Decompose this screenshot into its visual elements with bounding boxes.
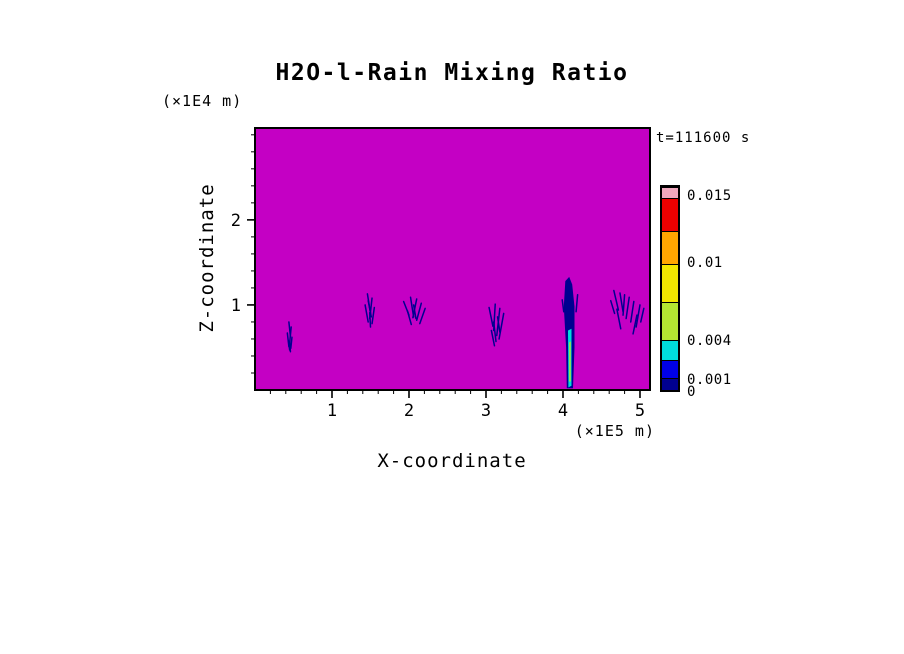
rain-cell-6 [622, 293, 626, 316]
z-axis-title: Z-coordinate [196, 183, 218, 333]
colorbar-segment [662, 378, 678, 390]
x-tick-label: 4 [558, 401, 568, 421]
rain-cell-3 [412, 304, 417, 320]
colorbar-tick-label: 0.001 [687, 372, 732, 388]
x-tick-label: 3 [481, 401, 491, 421]
rain-cell-5-plume-inner [569, 341, 571, 382]
field-background [255, 128, 650, 390]
rain-cell-2 [367, 299, 373, 318]
rain-cell-6 [609, 299, 616, 315]
colorbar-labels: 0.015 0.01 0.004 0.001 0 [687, 185, 757, 399]
plot-frame [254, 127, 651, 391]
colorbar-segment [662, 197, 678, 231]
z-axis-unit-label: (×1E4 m) [162, 92, 243, 110]
x-tick-label: 5 [635, 401, 645, 421]
rain-cell-6 [640, 307, 645, 323]
colorbar [660, 185, 680, 392]
rain-cell-2 [364, 304, 369, 323]
rain-cell-4 [488, 306, 494, 327]
rain-cell-6 [632, 314, 638, 335]
plot-area: 1 2 3 4 5 1 2 [231, 127, 651, 421]
rain-cell-1 [290, 336, 293, 350]
chart-title: H2O-l-Rain Mixing Ratio [275, 60, 629, 86]
rain-cell-2 [371, 306, 376, 325]
z-tick-label: 1 [231, 296, 241, 316]
x-tick-label: 2 [404, 401, 414, 421]
rain-cell-6 [630, 300, 635, 323]
rain-cell-3 [415, 302, 423, 321]
colorbar-tick-label: 0 [687, 384, 696, 400]
rain-cell-6 [625, 296, 630, 320]
x-axis-title: X-coordinate [377, 450, 527, 472]
x-tick-label: 1 [327, 401, 337, 421]
rain-cell-3 [406, 310, 413, 326]
colorbar-tick-label: 0.015 [687, 187, 732, 204]
rain-cell-4 [490, 329, 496, 347]
rain-cell-6 [635, 304, 641, 328]
x-axis-unit-label: (×1E5 m) [574, 422, 655, 440]
colorbar-segment [662, 187, 678, 198]
time-annotation: t=111600 s [656, 130, 751, 146]
colorbar-segment [662, 359, 678, 379]
colorbar-segment [662, 230, 678, 264]
rain-cell-3 [419, 307, 426, 325]
rain-cell-1 [288, 326, 292, 344]
colorbar-tick-label: 0.01 [687, 255, 723, 272]
rain-cell-5-streaks [575, 293, 579, 313]
rain-cell-1 [287, 339, 291, 351]
rain-cell-5-streaks [561, 299, 565, 313]
colorbar-segment [662, 263, 678, 302]
rain-cell-4 [496, 316, 501, 333]
rain-cell-6 [619, 292, 624, 313]
rain-cell-6 [616, 308, 622, 330]
plot-canvas: 1 2 3 4 5 1 2 [231, 127, 651, 421]
colorbar-tick-label: 0.004 [687, 333, 732, 350]
z-tick-label: 2 [231, 211, 241, 231]
colorbar-segment [662, 340, 678, 360]
rain-cell-2 [368, 311, 372, 328]
rain-cell-4 [498, 312, 505, 340]
colorbar-segment [662, 301, 678, 341]
rain-cell-4 [492, 321, 497, 343]
rain-cell-6 [613, 289, 620, 311]
